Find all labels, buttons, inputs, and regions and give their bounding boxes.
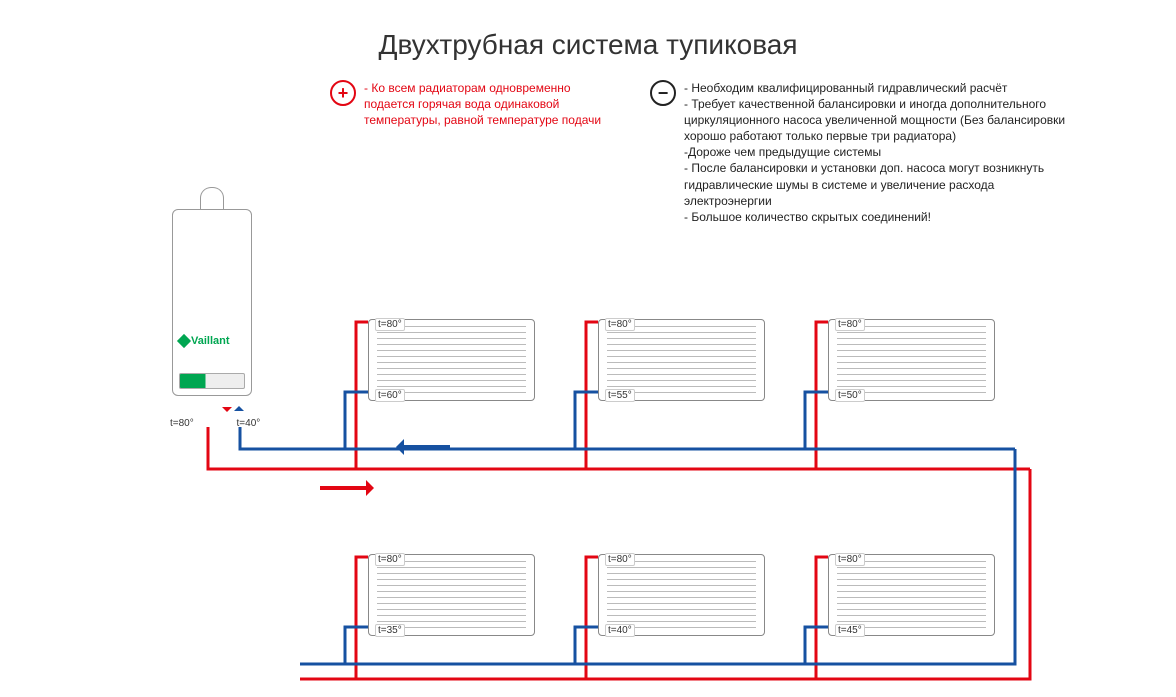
radiator-inlet-temp: t=80° bbox=[835, 318, 865, 331]
plus-icon: + bbox=[330, 80, 356, 106]
boiler-temps: t=80° t=40° bbox=[170, 418, 290, 429]
radiator-inlet-temp: t=80° bbox=[605, 318, 635, 331]
radiator-outlet-temp: t=35° bbox=[375, 624, 405, 637]
radiator-outlet-temp: t=50° bbox=[835, 389, 865, 402]
boiler-body: Vaillant bbox=[172, 209, 252, 396]
boiler-brand: Vaillant bbox=[179, 335, 230, 347]
cons-text: - Необходим квалифицированный гидравличе… bbox=[684, 80, 1080, 226]
cold-pipe bbox=[805, 627, 828, 664]
radiator-fins bbox=[377, 561, 526, 629]
hot-pipe bbox=[816, 322, 828, 469]
radiator-outlet-temp: t=40° bbox=[605, 624, 635, 637]
page-title: Двухтрубная система тупиковая bbox=[0, 19, 1176, 61]
supply-flow-arrow-icon bbox=[320, 486, 370, 490]
boiler: Vaillant t=80° t=40° bbox=[172, 209, 252, 409]
radiator-outlet-temp: t=60° bbox=[375, 389, 405, 402]
boiler-flue bbox=[200, 187, 224, 210]
return-flow-arrow-icon bbox=[400, 445, 450, 449]
radiator-inlet-temp: t=80° bbox=[835, 553, 865, 566]
pros: + - Ко всем радиаторам одновременно пода… bbox=[330, 80, 610, 226]
radiator: t=80° t=45° bbox=[828, 554, 995, 636]
boiler-control-panel bbox=[179, 373, 245, 389]
cons: − - Необходим квалифицированный гидравли… bbox=[650, 80, 1080, 226]
return-arrow-icon bbox=[234, 401, 244, 411]
boiler-supply-temp: t=80° bbox=[170, 418, 194, 429]
cold-pipe bbox=[575, 392, 598, 449]
cold-pipe bbox=[345, 627, 368, 664]
pros-text: - Ко всем радиаторам одновременно подает… bbox=[364, 80, 610, 226]
boiler-return-temp: t=40° bbox=[237, 418, 261, 429]
radiator-outlet-temp: t=45° bbox=[835, 624, 865, 637]
radiator-outlet-temp: t=55° bbox=[605, 389, 635, 402]
supply-arrow-icon bbox=[222, 407, 232, 417]
radiator-fins bbox=[607, 561, 756, 629]
hot-pipe bbox=[586, 557, 598, 679]
radiator-inlet-temp: t=80° bbox=[375, 318, 405, 331]
radiator: t=80° t=40° bbox=[598, 554, 765, 636]
radiator-fins bbox=[377, 326, 526, 394]
radiator: t=80° t=60° bbox=[368, 319, 535, 401]
radiator: t=80° t=35° bbox=[368, 554, 535, 636]
hot-pipe bbox=[208, 427, 1030, 469]
hot-pipe bbox=[356, 557, 368, 679]
radiator-inlet-temp: t=80° bbox=[375, 553, 405, 566]
radiator-fins bbox=[607, 326, 756, 394]
radiator-fins bbox=[837, 326, 986, 394]
hot-pipe bbox=[816, 557, 828, 679]
hot-pipe bbox=[356, 322, 368, 469]
radiator: t=80° t=55° bbox=[598, 319, 765, 401]
cold-pipe bbox=[575, 627, 598, 664]
cold-pipe bbox=[805, 392, 828, 449]
radiator: t=80° t=50° bbox=[828, 319, 995, 401]
radiator-fins bbox=[837, 561, 986, 629]
hot-pipe bbox=[586, 322, 598, 469]
minus-icon: − bbox=[650, 80, 676, 106]
radiator-inlet-temp: t=80° bbox=[605, 553, 635, 566]
cold-pipe bbox=[345, 392, 368, 449]
pros-cons-block: + - Ко всем радиаторам одновременно пода… bbox=[330, 80, 1176, 226]
cold-pipe bbox=[240, 427, 1015, 449]
